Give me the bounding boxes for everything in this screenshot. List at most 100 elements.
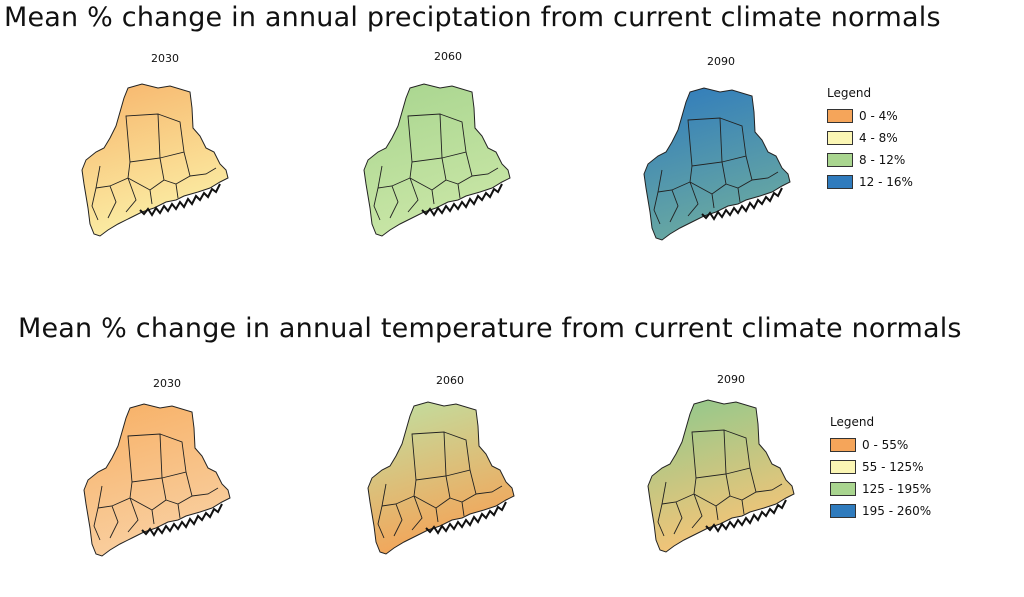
map-year-label: 2060: [434, 50, 462, 63]
maine-map-precip-2060: [363, 83, 511, 237]
county-boundary: [439, 113, 467, 159]
precipitation-title: Mean % change in annual preciptation fro…: [4, 2, 941, 33]
county-boundary: [725, 155, 753, 189]
legend-item: 195 - 260%: [830, 500, 931, 522]
coastline: [701, 187, 783, 221]
county-boundary: [91, 187, 99, 221]
legend-title: Legend: [827, 86, 872, 100]
county-boundary: [661, 481, 667, 505]
county-boundary: [95, 165, 101, 189]
legend-label: 0 - 4%: [859, 109, 898, 123]
state-outline: [83, 403, 231, 557]
legend-label: 0 - 55%: [862, 438, 909, 452]
legend-swatch: [830, 438, 856, 452]
coastline: [141, 503, 223, 537]
county-boundary: [669, 189, 679, 223]
county-boundary: [381, 483, 387, 507]
county-boundary: [149, 189, 153, 205]
county-boundary: [691, 493, 703, 529]
county-boundary: [157, 113, 185, 159]
county-boundary: [657, 169, 663, 193]
county-boundary: [755, 483, 783, 493]
legend-swatch: [830, 504, 856, 518]
legend-item: 0 - 55%: [830, 434, 931, 456]
map-year-label: 2030: [151, 52, 179, 65]
map-year-label: 2090: [707, 55, 735, 68]
legend-swatch: [830, 482, 856, 496]
county-boundary: [443, 431, 471, 477]
temperature-legend: Legend 0 - 55% 55 - 125% 125 - 195% 195 …: [830, 415, 931, 522]
county-boundary: [693, 473, 731, 507]
legend-label: 195 - 260%: [862, 504, 932, 518]
maine-map-precip-2030: [81, 83, 229, 237]
county-boundary: [729, 467, 757, 501]
county-boundary: [191, 487, 219, 497]
state-outline: [367, 401, 515, 555]
county-boundary: [661, 477, 697, 505]
county-boundary: [125, 177, 137, 213]
county-boundary: [737, 187, 741, 203]
state-outline: [81, 83, 229, 237]
state-outline: [363, 83, 511, 237]
map-year-label: 2030: [153, 377, 181, 390]
county-boundary: [471, 167, 499, 177]
county-boundary: [129, 477, 167, 511]
coastline: [705, 499, 787, 533]
county-boundary: [389, 185, 399, 219]
county-boundary: [435, 507, 439, 523]
county-boundary: [409, 157, 447, 191]
legend-swatch: [827, 153, 853, 167]
county-boundary: [431, 189, 435, 205]
county-boundary: [657, 503, 665, 537]
legend-swatch: [827, 131, 853, 145]
county-boundary: [741, 499, 745, 515]
map-year-label: 2060: [436, 374, 464, 387]
state-outline: [647, 399, 795, 553]
maine-map-temp-2060: [367, 401, 515, 555]
county-boundary: [163, 151, 191, 185]
county-boundary: [127, 157, 165, 191]
county-boundary: [373, 187, 381, 221]
county-boundary: [653, 191, 661, 225]
county-boundary: [165, 471, 193, 505]
county-boundary: [177, 503, 181, 519]
legend-label: 4 - 8%: [859, 131, 898, 145]
county-boundary: [175, 183, 179, 199]
maine-map-temp-2030: [83, 403, 231, 557]
state-outline: [643, 87, 791, 241]
county-boundary: [151, 509, 155, 525]
temperature-title: Mean % change in annual temperature from…: [18, 313, 962, 344]
county-boundary: [475, 485, 503, 495]
maine-map-precip-2090: [643, 87, 791, 241]
county-boundary: [687, 181, 699, 217]
coastline: [139, 183, 221, 217]
coastline: [421, 183, 503, 217]
legend-item: 8 - 12%: [827, 149, 913, 171]
legend-item: 12 - 16%: [827, 171, 913, 193]
precipitation-legend: Legend 0 - 4% 4 - 8% 8 - 12% 12 - 16%: [827, 86, 913, 193]
legend-label: 55 - 125%: [862, 460, 924, 474]
legend-title: Legend: [830, 415, 875, 429]
county-boundary: [689, 161, 727, 195]
county-boundary: [723, 429, 751, 475]
county-boundary: [445, 151, 473, 185]
county-boundary: [159, 433, 187, 479]
legend-item: 55 - 125%: [830, 456, 931, 478]
map-year-label: 2090: [717, 373, 745, 386]
county-boundary: [751, 171, 779, 181]
legend-item: 0 - 4%: [827, 105, 913, 127]
county-boundary: [97, 481, 133, 509]
county-boundary: [673, 501, 683, 535]
maine-map-temp-2090: [647, 399, 795, 553]
county-boundary: [413, 475, 451, 509]
legend-label: 12 - 16%: [859, 175, 913, 189]
county-boundary: [127, 497, 139, 533]
county-boundary: [657, 165, 693, 193]
county-boundary: [377, 505, 385, 539]
county-boundary: [381, 479, 417, 507]
county-boundary: [95, 161, 131, 189]
coastline: [425, 501, 507, 535]
county-boundary: [393, 503, 403, 537]
county-boundary: [189, 167, 217, 177]
county-boundary: [93, 507, 101, 541]
